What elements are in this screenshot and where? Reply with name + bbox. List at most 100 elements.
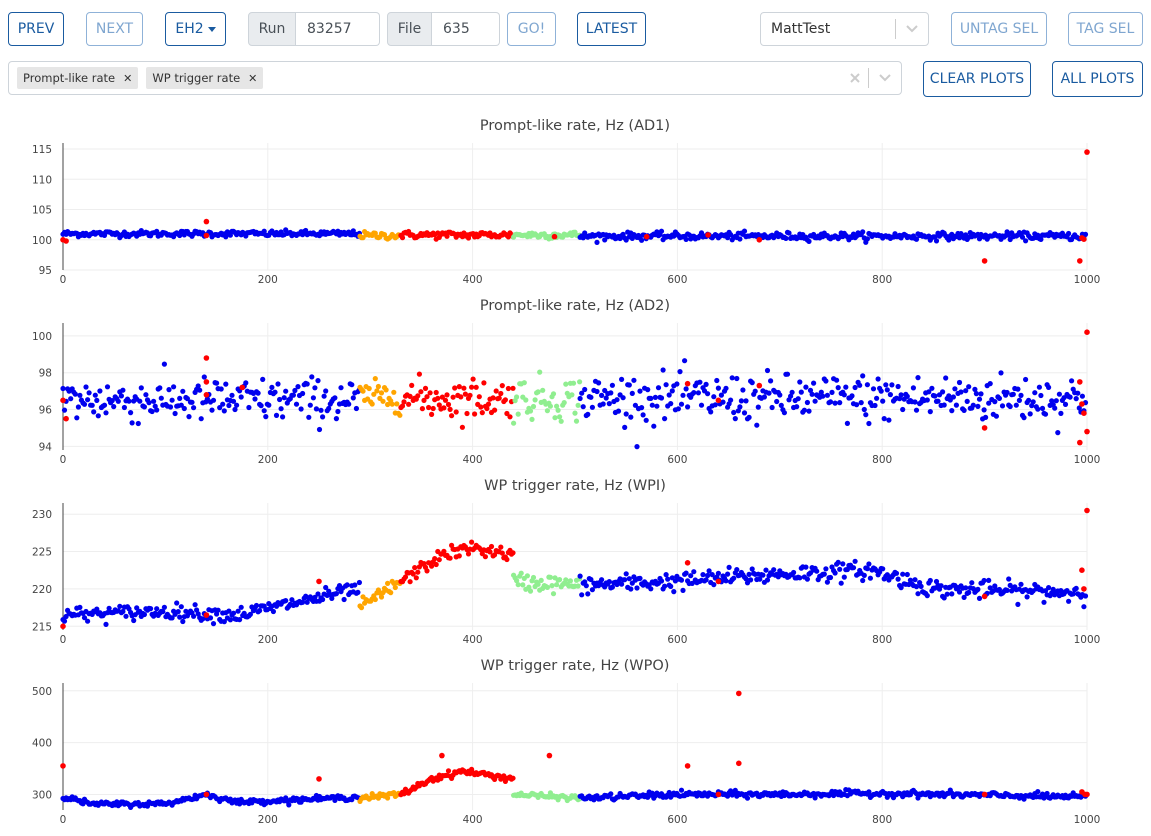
data-point[interactable] [684,560,691,566]
data-point[interactable] [261,228,267,234]
data-point[interactable] [289,597,295,603]
data-point[interactable] [77,392,83,398]
data-point[interactable] [458,394,464,400]
data-point[interactable] [969,580,975,586]
data-point[interactable] [756,382,763,389]
data-point[interactable] [436,402,442,408]
data-point[interactable] [482,554,488,560]
data-point[interactable] [449,413,455,419]
data-point[interactable] [577,395,583,402]
data-point[interactable] [806,408,812,414]
data-point[interactable] [476,394,482,400]
data-point[interactable] [104,384,111,390]
data-point[interactable] [1046,585,1052,591]
data-point[interactable] [315,591,321,597]
data-point[interactable] [737,236,743,242]
data-point[interactable] [412,565,418,571]
data-point[interactable] [795,396,801,402]
data-point[interactable] [270,608,276,615]
data-point[interactable] [608,791,614,797]
data-point[interactable] [927,577,933,584]
data-point[interactable] [197,387,203,393]
data-point[interactable] [181,405,187,412]
data-point[interactable] [1035,789,1041,795]
data-point[interactable] [496,395,502,401]
data-point[interactable] [432,556,438,562]
data-point[interactable] [949,591,955,597]
data-point[interactable] [743,398,749,404]
data-point[interactable] [698,402,705,408]
data-point[interactable] [760,572,766,578]
data-point[interactable] [728,397,734,403]
data-point[interactable] [1010,391,1016,397]
data-point[interactable] [732,416,738,422]
data-point[interactable] [797,575,803,581]
data-point[interactable] [860,373,866,379]
data-point[interactable] [1084,428,1090,435]
data-point[interactable] [929,385,935,391]
data-point[interactable] [872,402,878,409]
data-point[interactable] [887,392,894,398]
data-point[interactable] [535,581,541,587]
data-point[interactable] [158,395,164,401]
data-point[interactable] [456,384,462,390]
data-point[interactable] [246,404,252,411]
data-point[interactable] [510,775,516,781]
data-point[interactable] [465,551,472,557]
data-point[interactable] [261,408,267,414]
data-point[interactable] [226,608,232,614]
data-point[interactable] [399,403,406,409]
data-point[interactable] [976,595,983,601]
data-point[interactable] [61,618,68,624]
data-point[interactable] [101,402,108,408]
data-point[interactable] [715,397,722,404]
data-point[interactable] [194,607,200,613]
data-point[interactable] [530,574,537,581]
data-point[interactable] [1006,576,1012,582]
data-point[interactable] [502,397,508,403]
data-point[interactable] [619,581,625,587]
data-point[interactable] [172,410,178,417]
clear-plots-button[interactable]: CLEAR PLOTS [923,61,1031,97]
data-point[interactable] [685,404,691,410]
data-point[interactable] [385,401,391,408]
data-point[interactable] [668,401,674,407]
chevron-down-icon[interactable] [896,24,928,34]
data-point[interactable] [579,592,585,598]
remove-chip-icon[interactable]: ✕ [248,71,258,85]
data-point[interactable] [238,394,244,400]
data-point[interactable] [827,399,834,405]
data-point[interactable] [217,405,223,411]
data-point[interactable] [1038,392,1044,399]
data-point[interactable] [582,386,588,393]
data-point[interactable] [1004,389,1010,396]
data-point[interactable] [858,400,864,406]
data-point[interactable] [771,567,777,573]
data-point[interactable] [524,573,531,579]
data-point[interactable] [442,397,449,403]
data-point[interactable] [546,752,553,759]
data-point[interactable] [720,399,726,405]
data-point[interactable] [794,404,800,410]
data-point[interactable] [472,411,478,417]
data-point[interactable] [344,582,350,588]
data-point[interactable] [608,390,614,396]
data-point[interactable] [599,392,605,398]
data-point[interactable] [680,587,686,593]
data-point[interactable] [115,398,121,404]
data-point[interactable] [252,396,258,402]
data-point[interactable] [711,394,717,400]
data-point[interactable] [85,618,91,624]
data-point[interactable] [1004,587,1010,593]
data-point[interactable] [372,376,378,382]
data-point[interactable] [515,582,521,588]
data-point[interactable] [737,404,743,410]
data-point[interactable] [143,392,149,398]
data-point[interactable] [441,548,447,554]
data-point[interactable] [488,543,495,550]
data-point[interactable] [226,402,232,409]
data-point[interactable] [126,398,132,404]
data-point[interactable] [740,387,746,393]
data-point[interactable] [1079,401,1085,407]
data-point[interactable] [191,613,197,619]
